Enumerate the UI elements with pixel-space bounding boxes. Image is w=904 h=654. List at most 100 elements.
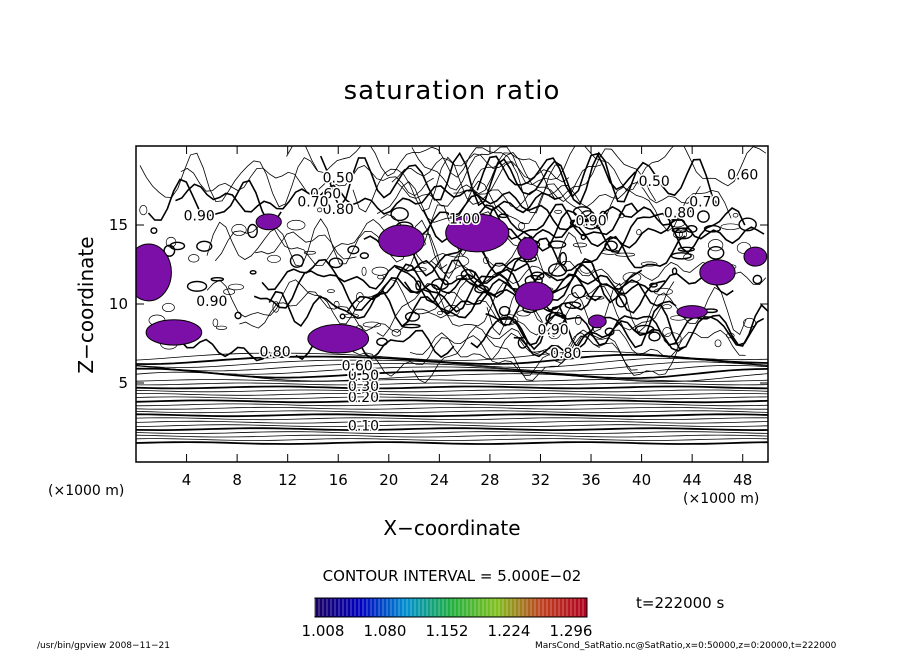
contour-cell: [670, 252, 692, 260]
contour-cell: [725, 332, 735, 339]
contour-cell: [572, 206, 592, 218]
contour-cell: [615, 294, 628, 308]
contour-cell: [231, 224, 247, 236]
contour-cell: [390, 207, 409, 222]
contour-cell: [585, 295, 605, 300]
y-tick-label: 15: [109, 216, 128, 234]
contour-label: 0.60: [342, 359, 373, 375]
x-tick-label: 36: [581, 471, 600, 489]
contour-line: [136, 389, 768, 393]
contour-line: [136, 434, 768, 438]
contour-label: 0.60: [727, 167, 758, 183]
contour-cell: [618, 212, 625, 219]
contour-cell: [569, 219, 578, 227]
contour-label: 0.30: [348, 379, 379, 395]
contour-cell: [649, 282, 658, 288]
contour-cell: [162, 302, 175, 313]
contour-cell: [402, 323, 421, 329]
chart-title: saturation ratio: [343, 76, 561, 106]
colorbar: [314, 597, 588, 618]
contour-cell: [460, 269, 476, 280]
contour-label: 0.90: [196, 294, 227, 310]
contour-cell: [371, 266, 389, 276]
contour-cell: [600, 249, 620, 255]
x-tick-label: 24: [430, 471, 449, 489]
contour-cell: [343, 313, 359, 319]
contour-cell: [530, 271, 545, 281]
contour-cell: [560, 314, 567, 319]
contour-cell: [579, 260, 595, 274]
contour-line: [175, 183, 562, 215]
contour-cell: [169, 241, 186, 251]
contour-cell: [286, 219, 306, 231]
contour-cell: [547, 263, 568, 277]
contour-cell: [648, 331, 661, 342]
contour-line: [136, 382, 768, 386]
contour-line: [466, 204, 746, 254]
shaded-region: [676, 305, 708, 319]
x-tick-label: 12: [278, 471, 297, 489]
contour-line: [136, 424, 768, 428]
contour-cell: [404, 311, 420, 322]
shaded-region: [145, 319, 203, 346]
contour-line: [268, 289, 567, 328]
x-unit-label-left: (×1000 m): [48, 483, 125, 499]
contour-cell: [634, 324, 655, 335]
contour-label: 0.90: [184, 209, 215, 225]
contour-cell: [636, 229, 642, 236]
contour-cell: [545, 311, 567, 326]
contour-cell: [615, 252, 636, 257]
y-tick-label: 5: [118, 374, 128, 392]
contour-cell: [163, 244, 176, 257]
contour-cell: [518, 221, 526, 231]
contour-line: [255, 231, 357, 260]
contour-cell: [564, 301, 582, 309]
contour-line: [136, 438, 768, 441]
contour-cell: [547, 326, 562, 340]
contour-cell: [575, 314, 582, 325]
contour-label: 0.80: [664, 205, 695, 221]
shaded-region: [699, 259, 736, 286]
contour-line: [136, 427, 768, 432]
contour-cell: [437, 310, 443, 316]
contour-label: 0.50: [323, 171, 354, 187]
contour-cell: [707, 245, 725, 260]
contour-line: [136, 385, 768, 390]
contour-cell: [165, 236, 177, 248]
contour-label: 0.80: [259, 344, 290, 360]
contour-label: 1.00: [449, 212, 480, 228]
contour-cell: [580, 234, 587, 241]
contour-line: [206, 278, 492, 325]
contour-cell: [415, 280, 422, 291]
contour-cell: [671, 267, 678, 276]
contour-cell: [359, 252, 370, 260]
contour-cell: [272, 301, 280, 313]
contour-cell: [559, 251, 568, 266]
contour-line: [409, 332, 600, 364]
contour-cell: [362, 321, 382, 328]
contour-label: 0.70: [689, 194, 720, 210]
contour-line: [136, 406, 768, 410]
contour-cell: [598, 210, 608, 225]
contour-cell: [662, 304, 672, 310]
contour-cell: [720, 223, 741, 230]
contour-line: [136, 420, 768, 424]
contour-line: [136, 413, 768, 418]
contour-cell: [622, 272, 642, 283]
x-tick-label: 8: [232, 471, 242, 489]
contour-interval-text: CONTOUR INTERVAL = 5.000E−02: [322, 567, 582, 585]
contour-field: [136, 146, 768, 445]
contour-cell: [234, 311, 242, 320]
x-tick-label: 44: [683, 471, 702, 489]
contour-cell: [443, 304, 460, 317]
contour-cell: [317, 207, 323, 213]
shaded-region: [517, 237, 539, 261]
contour-cell: [303, 250, 316, 255]
contour-cell: [498, 305, 511, 317]
contour-cell: [663, 332, 682, 345]
shaded-region: [307, 324, 370, 354]
contour-cell: [714, 339, 722, 348]
x-tick-label: 16: [329, 471, 348, 489]
shaded-region: [514, 281, 554, 311]
